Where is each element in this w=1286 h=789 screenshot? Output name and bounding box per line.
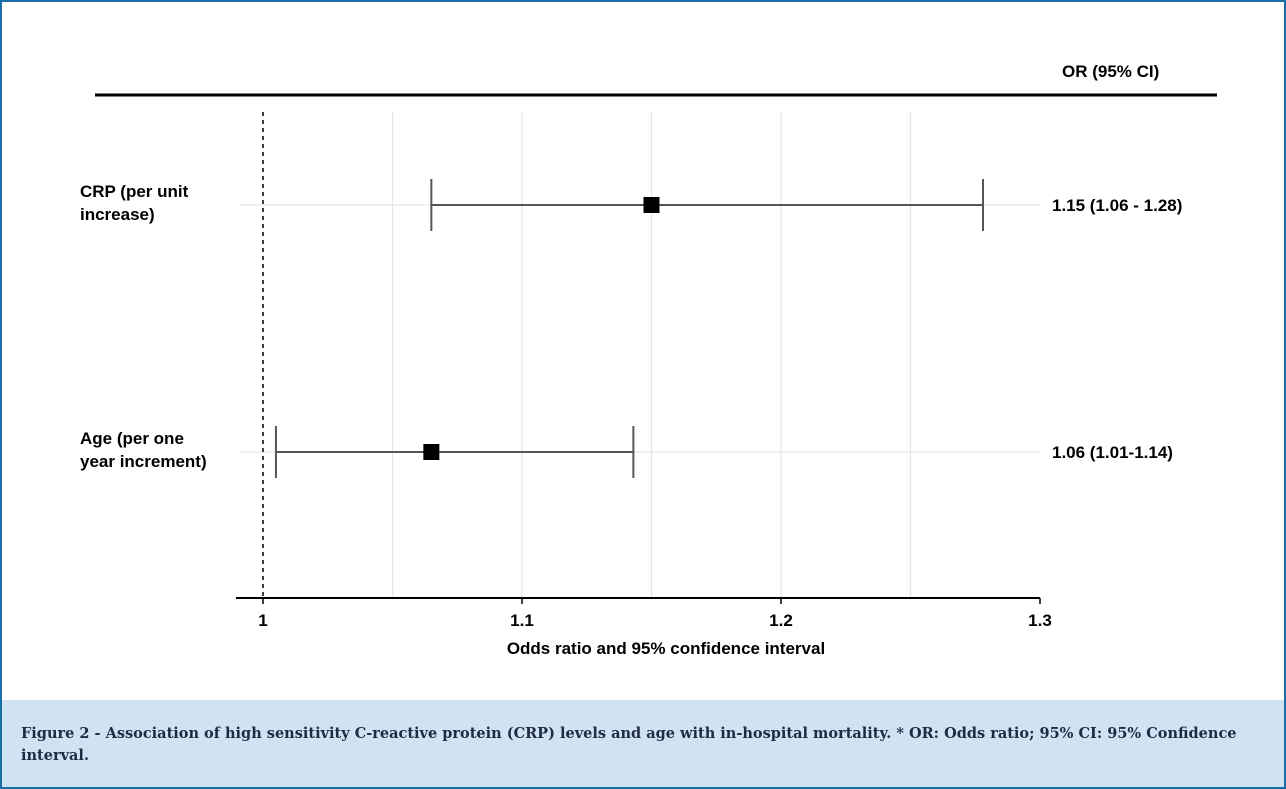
or-ci-text: 1.06 (1.01-1.14) bbox=[1052, 443, 1173, 462]
row-label: year increment) bbox=[80, 452, 207, 471]
x-tick-label: 1.1 bbox=[510, 611, 534, 630]
row-label: CRP (per unit bbox=[80, 182, 189, 201]
column-header: OR (95% CI) bbox=[1062, 62, 1159, 81]
caption-text: Figure 2 - Association of high sensitivi… bbox=[21, 725, 1237, 764]
forest-plot: OR (95% CI) 1 1.1 1.2 1.3 Odds ratio and 95% … bbox=[80, 62, 1217, 658]
x-tick-label: 1.2 bbox=[769, 611, 793, 630]
x-tick-label: 1 bbox=[258, 611, 267, 630]
row-label: Age (per one bbox=[80, 429, 184, 448]
point-estimate bbox=[423, 444, 440, 460]
row-label: increase) bbox=[80, 205, 155, 224]
x-axis-label: Odds ratio and 95% confidence interval bbox=[507, 639, 825, 658]
point-estimate bbox=[643, 197, 660, 213]
figure-caption: Figure 2 - Association of high sensitivi… bbox=[2, 700, 1284, 787]
or-ci-text: 1.15 (1.06 - 1.28) bbox=[1052, 196, 1182, 215]
x-tick-label: 1.3 bbox=[1028, 611, 1052, 630]
